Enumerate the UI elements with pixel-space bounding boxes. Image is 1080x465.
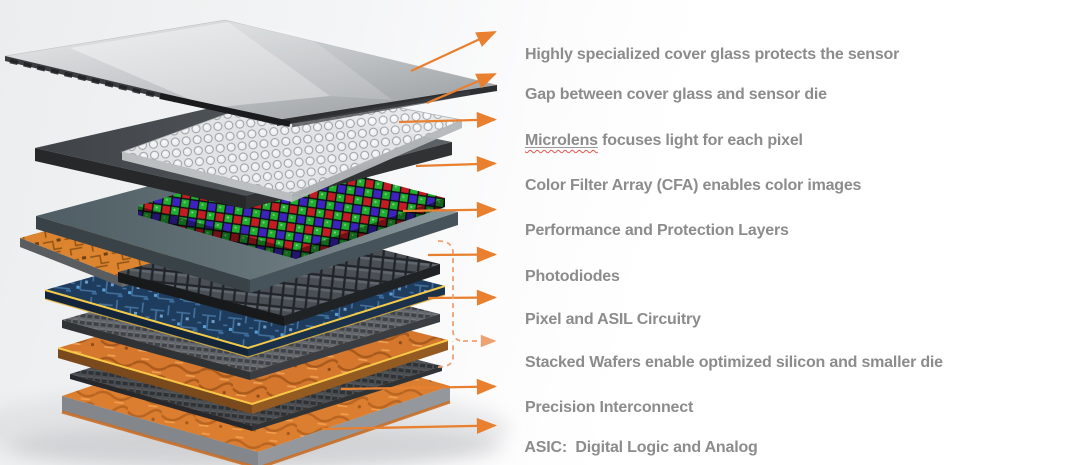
label-stacked-wafers: Stacked Wafers enable optimized silicon … bbox=[508, 330, 943, 371]
arrow-gap bbox=[426, 72, 497, 105]
label-cover-glass-text: Highly specialized cover glass protects … bbox=[524, 46, 900, 63]
label-asic-text: ASIC: Digital Logic and Analog bbox=[524, 439, 758, 456]
spellcheck-squiggle: Microlens bbox=[525, 132, 598, 149]
bracket-upper bbox=[437, 240, 464, 342]
label-cfa-text: Color Filter Array (CFA) enables color i… bbox=[524, 177, 862, 194]
layer-cover-glass bbox=[4, 19, 498, 128]
label-cfa: Color Filter Array (CFA) enables color i… bbox=[508, 153, 861, 194]
label-microlens: Microlens focuses light for each pixel bbox=[508, 108, 803, 149]
arrow-microlens bbox=[398, 111, 498, 129]
label-performance: Performance and Protection Layers bbox=[508, 198, 789, 239]
label-pixel-asil: Pixel and ASIL Circuitry bbox=[508, 287, 701, 328]
arrow-pixel-asil bbox=[427, 289, 498, 306]
arrow-precision-interconnect bbox=[340, 378, 498, 395]
bracket-lower bbox=[437, 341, 454, 368]
label-microlens-rest: focuses light for each pixel bbox=[597, 132, 803, 149]
label-precision-interconnect: Precision Interconnect bbox=[508, 375, 693, 416]
layer-microlens-array bbox=[120, 87, 464, 202]
label-pixel-asil-text: Pixel and ASIL Circuitry bbox=[524, 311, 701, 328]
layer-color-filter-array bbox=[138, 158, 445, 259]
stacked-wafers-bracket bbox=[437, 240, 497, 368]
label-stacked-wafers-text: Stacked Wafers enable optimized silicon … bbox=[524, 354, 943, 371]
arrow-cfa bbox=[415, 156, 498, 173]
label-performance-text: Performance and Protection Layers bbox=[524, 222, 789, 239]
label-cover-glass: Highly specialized cover glass protects … bbox=[508, 22, 899, 63]
callout-arrows bbox=[321, 30, 498, 434]
label-gap-text: Gap between cover glass and sensor die bbox=[524, 86, 827, 103]
label-microlens-word: Microlens bbox=[524, 132, 598, 149]
arrow-asic bbox=[321, 417, 498, 434]
arrow-photodiodes bbox=[427, 246, 498, 263]
arrow-performance bbox=[402, 201, 498, 218]
label-photodiodes: Photodiodes bbox=[508, 244, 620, 285]
arrow-cover-glass bbox=[410, 30, 497, 73]
label-gap: Gap between cover glass and sensor die bbox=[508, 62, 827, 103]
label-asic: ASIC: Digital Logic and Analog bbox=[508, 415, 757, 456]
label-precision-interconnect-text: Precision Interconnect bbox=[524, 399, 694, 416]
label-photodiodes-text: Photodiodes bbox=[524, 268, 620, 285]
